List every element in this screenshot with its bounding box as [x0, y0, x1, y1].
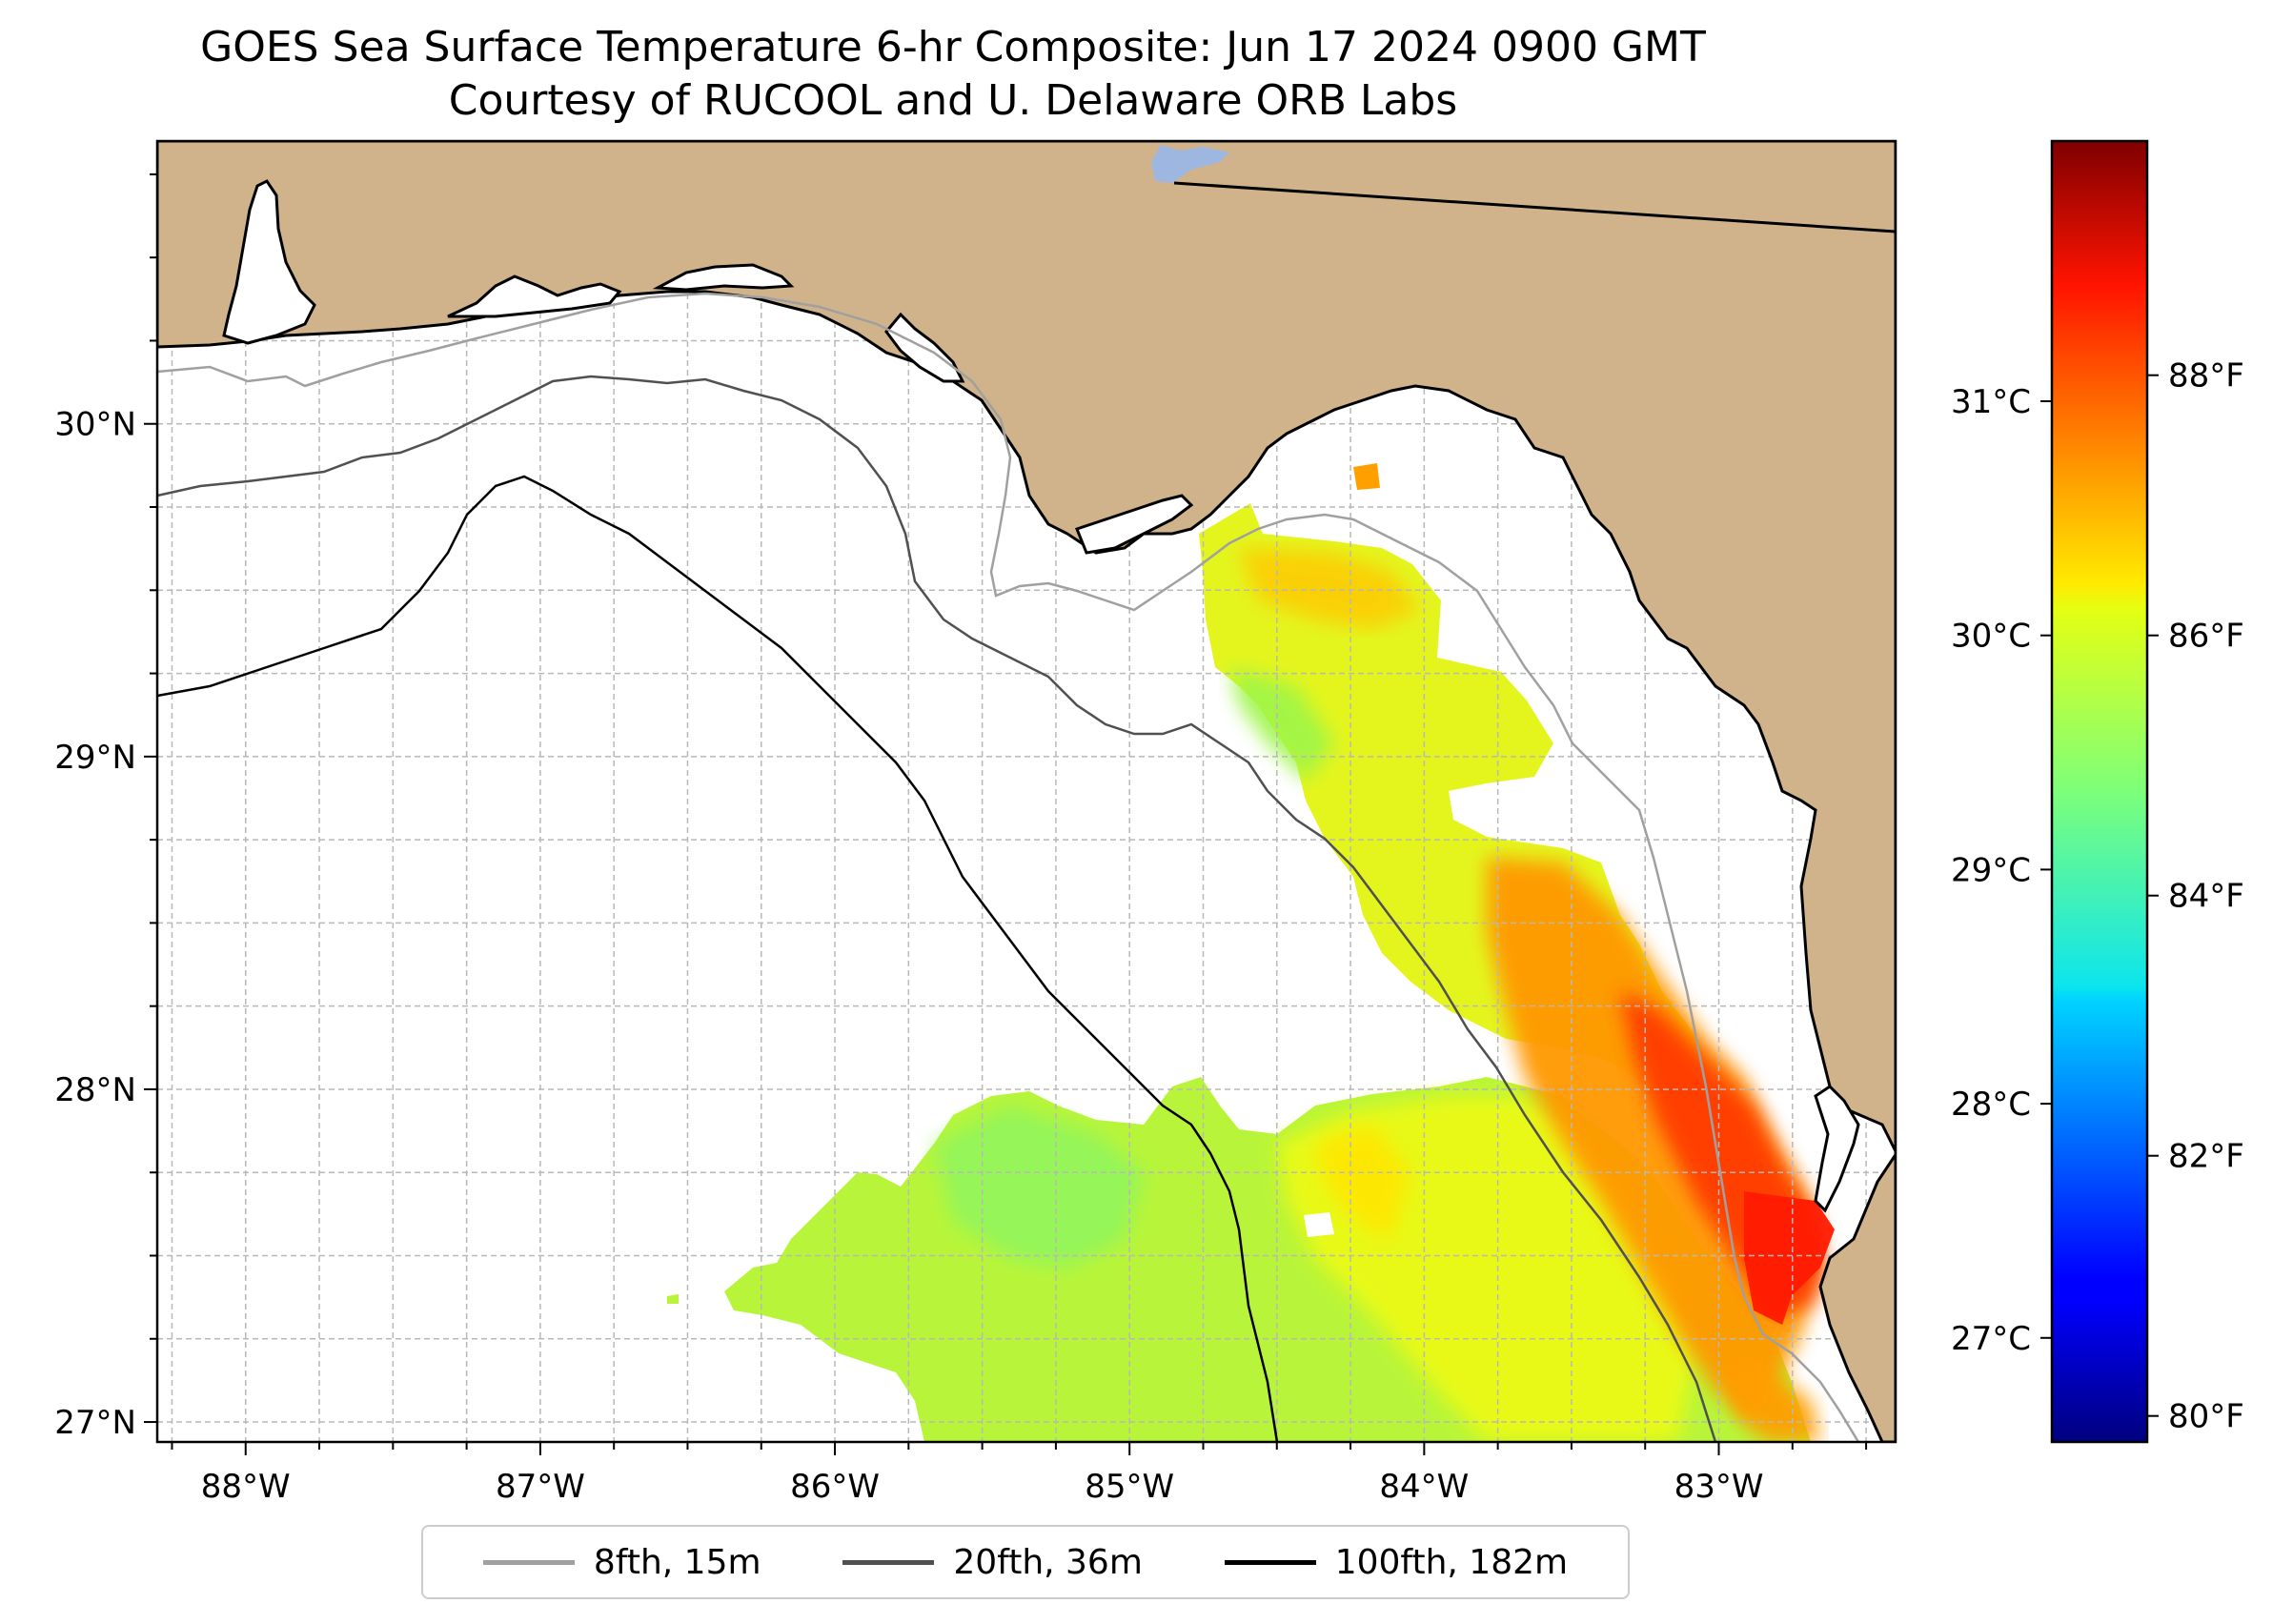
sst-data-fragment	[1353, 463, 1380, 490]
state-border-ga-fl	[1173, 181, 1896, 233]
legend-item-20fth: 20fth, 36m	[842, 1543, 1143, 1582]
lat-tick-label: 30°N	[54, 406, 136, 444]
colorbar-c-label: 27°C	[1951, 1320, 2031, 1358]
sst-data-red-core	[1744, 1191, 1835, 1325]
sst-data-inner-gap	[1449, 783, 1515, 818]
map-title: GOES Sea Surface Temperature 6-hr Compos…	[200, 23, 1706, 71]
colorbar-axis: 80°F 82°F 84°F 86°F 88°F 27°C 28°C 29°C 30°C 31°C	[1951, 357, 2244, 1436]
sst-data-hole	[1304, 1212, 1334, 1237]
legend-item-100fth: 100fth, 182m	[1224, 1542, 1569, 1582]
colorbar-c-label: 30°C	[1951, 618, 2031, 656]
colorbar-gradient	[2050, 139, 2149, 1444]
land-florida-panhandle	[157, 141, 1896, 1442]
lat-tick-label: 27°N	[54, 1404, 136, 1442]
contour-20fth	[157, 375, 1717, 1442]
map-subtitle: Courtesy of RUCOOL and U. Delaware ORB L…	[448, 76, 1458, 125]
mobile-bay	[222, 179, 316, 345]
sst-data-warm-band	[1487, 858, 1820, 1430]
apalachicola-bay	[1075, 494, 1194, 555]
lake-seminole	[1151, 145, 1229, 183]
sst-data-south-green	[934, 1106, 1144, 1268]
legend-swatch-20fth	[842, 1559, 935, 1565]
lon-tick-label: 84°W	[1379, 1468, 1469, 1506]
pensacola-bay	[447, 274, 622, 318]
colorbar-f-label: 84°F	[2168, 878, 2244, 916]
sst-data-speck	[667, 1294, 679, 1304]
lon-tick-label: 88°W	[201, 1468, 291, 1506]
sst-data-south-gold	[1315, 1125, 1410, 1239]
colorbar-f-label: 82°F	[2168, 1138, 2244, 1176]
latitude-axis: 27°N 28°N 29°N 30°N	[54, 173, 157, 1442]
sst-data-north-green	[1229, 667, 1334, 782]
colorbar-f-label: 86°F	[2168, 618, 2244, 656]
lat-tick-label: 29°N	[54, 739, 136, 777]
longitude-axis: 88°W 87°W 86°W 85°W 84°W 83°W	[171, 1442, 1868, 1506]
colorbar-c-label: 28°C	[1951, 1086, 2031, 1124]
contour-100fth	[157, 475, 1279, 1442]
colorbar-f-label: 80°F	[2168, 1398, 2244, 1436]
choctawhatchee-bay	[652, 263, 795, 292]
legend-item-8fth: 8fth, 15m	[482, 1542, 761, 1582]
bathymetry-legend: 8fth, 15m 20fth, 36m 100fth, 182m	[421, 1525, 1630, 1599]
tampa-bay	[1814, 1085, 1860, 1213]
sst-data-tip	[1735, 1353, 1820, 1442]
lat-tick-label: 28°N	[54, 1071, 136, 1109]
legend-swatch-8fth	[482, 1559, 575, 1565]
lon-tick-label: 86°W	[790, 1468, 880, 1506]
lon-tick-label: 83°W	[1674, 1468, 1764, 1506]
colorbar-c-label: 29°C	[1951, 851, 2031, 889]
contour-8fth	[157, 292, 1860, 1442]
sst-data-north-warm	[1239, 548, 1420, 629]
lon-tick-label: 85°W	[1085, 1468, 1174, 1506]
lon-tick-label: 87°W	[496, 1468, 585, 1506]
legend-label-20fth: 20fth, 36m	[953, 1542, 1143, 1582]
legend-label-8fth: 8fth, 15m	[593, 1542, 761, 1582]
legend-swatch-100fth	[1224, 1559, 1316, 1565]
map-frame	[155, 139, 1897, 1444]
legend-label-100fth: 100fth, 182m	[1334, 1542, 1569, 1582]
colorbar-c-label: 31°C	[1951, 383, 2031, 421]
colorbar-f-label: 88°F	[2168, 357, 2244, 396]
